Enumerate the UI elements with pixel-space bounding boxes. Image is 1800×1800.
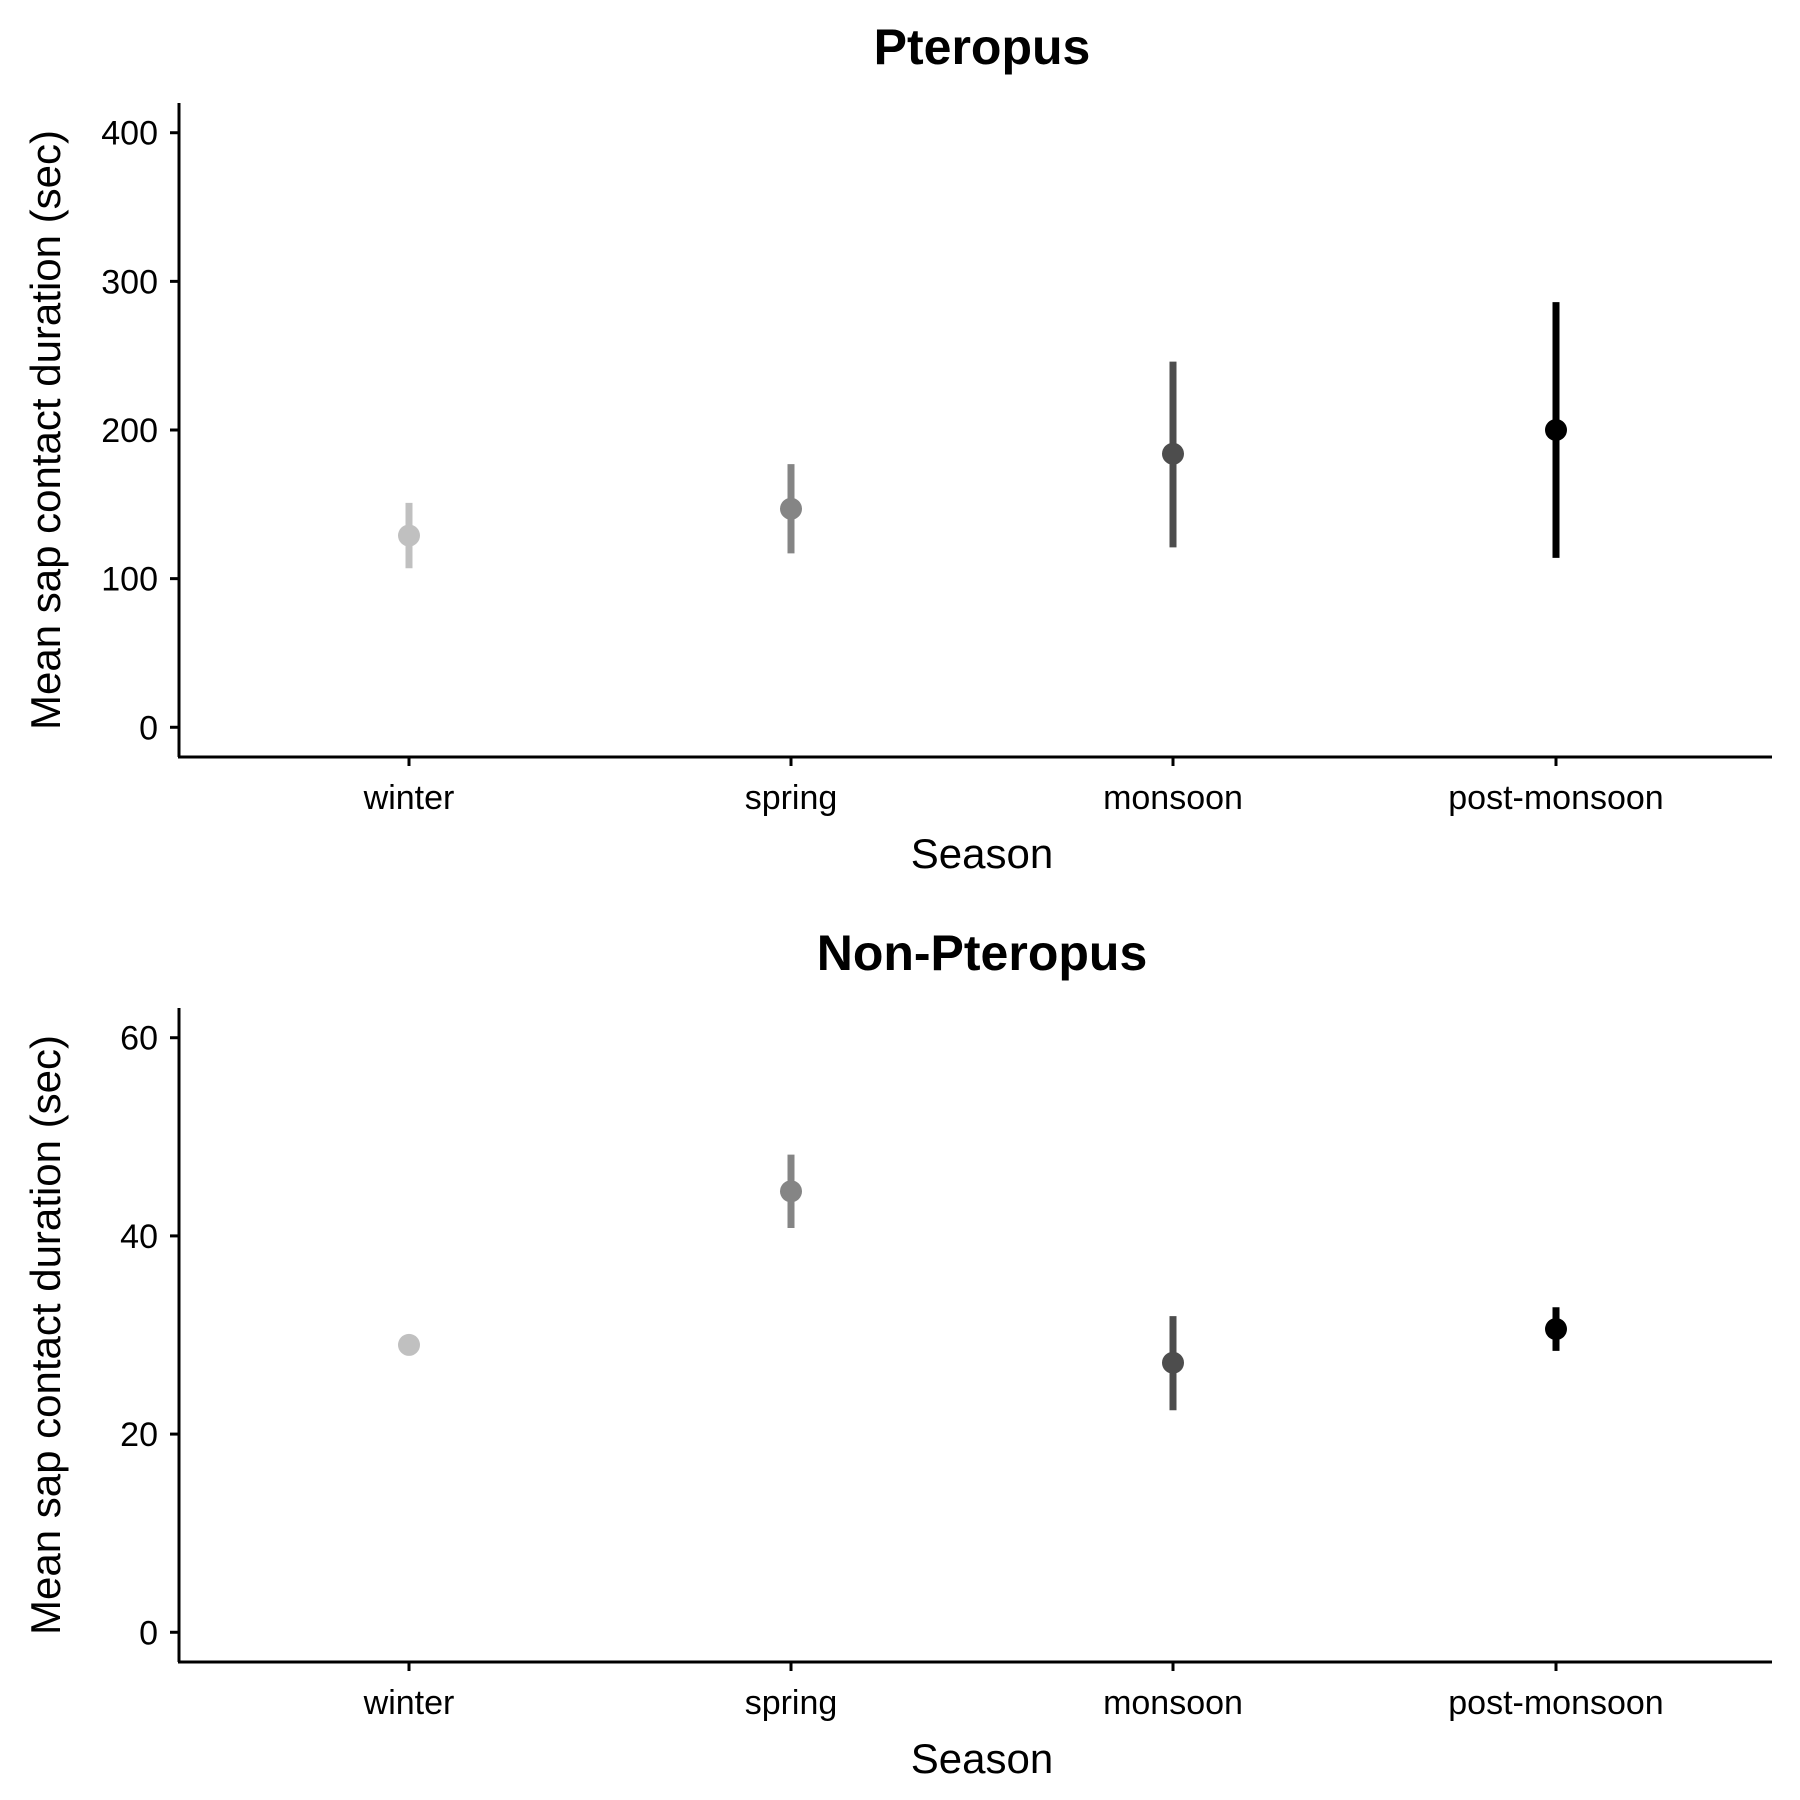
panel-title: Pteropus xyxy=(874,19,1091,75)
x-tick-label: spring xyxy=(745,1684,838,1722)
data-point xyxy=(1545,1318,1567,1341)
x-tick-label: monsoon xyxy=(1103,1684,1243,1722)
y-tick-label: 200 xyxy=(101,412,158,450)
x-tick-label: post-monsoon xyxy=(1448,1684,1663,1722)
y-tick-label: 100 xyxy=(101,561,158,599)
x-tick-label: winter xyxy=(363,1684,455,1722)
x-axis-title: Season xyxy=(911,1735,1053,1782)
y-tick-label: 0 xyxy=(139,1614,158,1652)
plot-area: 0 20 40 60 winter spring monsoon post-monsoon xyxy=(120,1020,1664,1722)
x-tick-label: monsoon xyxy=(1103,779,1243,817)
y-tick-label: 40 xyxy=(120,1218,158,1256)
x-axis-title: Season xyxy=(911,830,1053,877)
y-tick-label: 60 xyxy=(120,1020,158,1058)
panel-pteropus: Pteropus 0 100 200 300 400 winter spring monsoo… xyxy=(22,19,1772,877)
data-point xyxy=(780,497,802,520)
x-tick-label: post-monsoon xyxy=(1448,779,1663,817)
data-point xyxy=(398,524,420,547)
data-point xyxy=(1545,419,1567,441)
data-point xyxy=(398,1333,420,1356)
x-tick-label: spring xyxy=(745,779,838,817)
y-tick-label: 300 xyxy=(101,263,158,301)
y-tick-label: 20 xyxy=(120,1416,158,1454)
x-tick-label: winter xyxy=(363,779,455,817)
data-point xyxy=(1162,442,1184,465)
y-tick-label: 0 xyxy=(139,709,158,747)
data-point xyxy=(1162,1351,1184,1374)
data-point xyxy=(780,1180,802,1203)
panel-title: Non-Pteropus xyxy=(817,925,1148,981)
plot-area: 0 100 200 300 400 winter spring monsoon post-mon… xyxy=(101,115,1663,817)
panel-non-pteropus: Non-Pteropus 0 20 40 60 winter spring monsoon p… xyxy=(22,925,1772,1782)
y-axis-title: Mean sap contact duration (sec) xyxy=(22,130,69,730)
y-tick-label: 400 xyxy=(101,115,158,153)
y-axis-title: Mean sap contact duration (sec) xyxy=(22,1035,69,1635)
